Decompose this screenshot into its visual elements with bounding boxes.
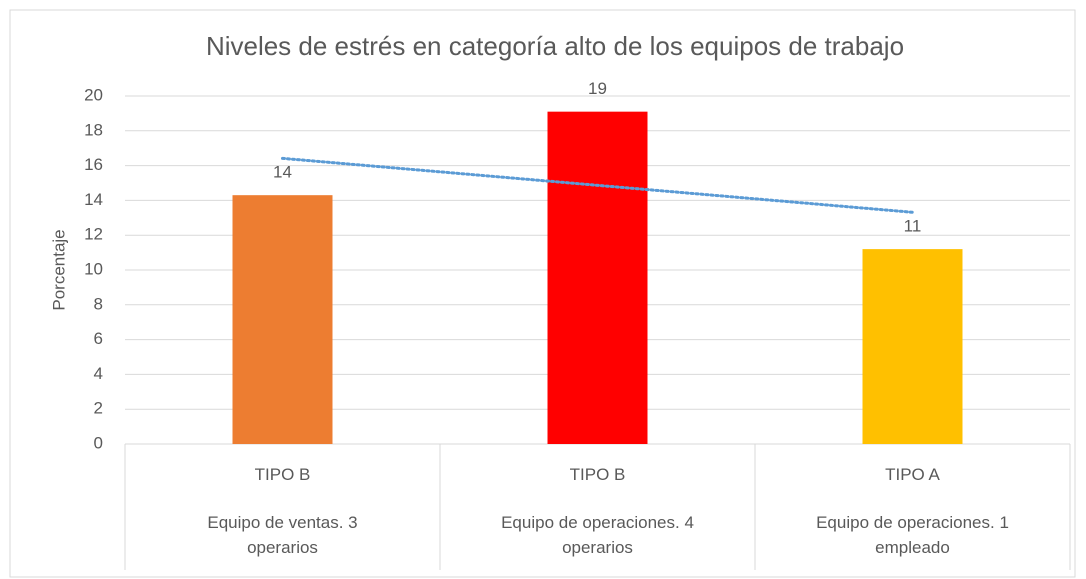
y-axis-label: Porcentaje [49,229,68,310]
chart-title: Niveles de estrés en categoría alto de l… [206,31,904,61]
category-label: TIPO B [569,465,626,484]
y-tick-label: 20 [84,85,103,104]
category-label: TIPO A [885,465,940,484]
y-tick-label: 18 [84,120,103,139]
y-tick-label: 0 [94,433,103,452]
subcategory-label: Equipo de operaciones. 1 empleado [816,513,1009,557]
trendline [281,156,914,214]
bar [232,195,333,444]
y-tick-label: 16 [84,155,103,174]
subcategory-label: Equipo de ventas. 3 operarios [207,513,358,557]
y-tick-label: 6 [94,329,103,348]
category-label: TIPO B [254,465,311,484]
bar [547,111,648,444]
y-tick-label: 12 [84,225,103,244]
subcategory-label: Equipo de operaciones. 4 operarios [501,513,694,557]
data-label: 19 [588,79,607,98]
y-tick-label: 4 [94,364,103,383]
y-tick-label: 2 [94,399,103,418]
data-label: 14 [273,163,292,182]
y-tick-label: 10 [84,259,103,278]
bar [862,249,963,444]
y-tick-label: 14 [84,190,103,209]
data-label: 11 [904,217,922,236]
y-tick-label: 8 [94,294,103,313]
